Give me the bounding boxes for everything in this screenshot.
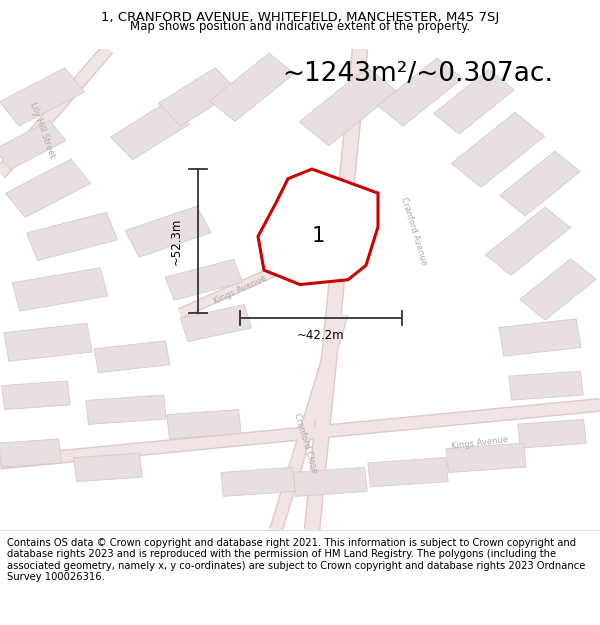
Polygon shape: [299, 68, 397, 146]
Polygon shape: [499, 319, 581, 356]
Polygon shape: [0, 121, 66, 169]
Polygon shape: [209, 53, 295, 121]
Polygon shape: [485, 208, 571, 275]
Text: Contains OS data © Crown copyright and database right 2021. This information is : Contains OS data © Crown copyright and d…: [7, 538, 586, 582]
Polygon shape: [434, 69, 514, 134]
Polygon shape: [0, 439, 61, 467]
Polygon shape: [2, 381, 70, 409]
Polygon shape: [451, 112, 545, 188]
Text: Kings Avenue: Kings Avenue: [451, 436, 509, 451]
Text: Cranford Close: Cranford Close: [293, 412, 319, 474]
Text: Map shows position and indicative extent of the property.: Map shows position and indicative extent…: [130, 20, 470, 33]
Polygon shape: [509, 371, 583, 400]
Polygon shape: [180, 304, 252, 341]
Polygon shape: [446, 443, 526, 472]
Polygon shape: [0, 68, 85, 126]
Text: 1: 1: [311, 226, 325, 246]
Polygon shape: [221, 468, 295, 496]
Text: Cranford Avenue: Cranford Avenue: [400, 196, 428, 267]
Polygon shape: [293, 468, 367, 496]
Text: 1, CRANFORD AVENUE, WHITEFIELD, MANCHESTER, M45 7SJ: 1, CRANFORD AVENUE, WHITEFIELD, MANCHEST…: [101, 11, 499, 24]
Text: ~52.3m: ~52.3m: [170, 217, 183, 265]
Polygon shape: [4, 323, 92, 361]
Polygon shape: [158, 68, 238, 126]
Text: ~1243m²/~0.307ac.: ~1243m²/~0.307ac.: [282, 61, 553, 87]
Polygon shape: [368, 458, 448, 487]
Polygon shape: [125, 206, 211, 257]
Polygon shape: [377, 58, 463, 126]
Text: Kings Avenue: Kings Avenue: [212, 273, 268, 306]
Polygon shape: [26, 213, 118, 261]
Text: Lily Hill Street: Lily Hill Street: [28, 101, 56, 160]
Polygon shape: [520, 259, 596, 320]
Polygon shape: [86, 395, 166, 424]
Polygon shape: [110, 101, 190, 160]
Text: ~42.2m: ~42.2m: [297, 329, 345, 342]
Polygon shape: [5, 159, 91, 218]
Polygon shape: [167, 409, 241, 439]
Polygon shape: [74, 453, 142, 482]
Polygon shape: [258, 169, 378, 284]
Polygon shape: [500, 151, 580, 216]
Polygon shape: [165, 259, 243, 300]
Polygon shape: [94, 341, 170, 372]
Polygon shape: [12, 268, 108, 311]
Polygon shape: [518, 419, 586, 448]
